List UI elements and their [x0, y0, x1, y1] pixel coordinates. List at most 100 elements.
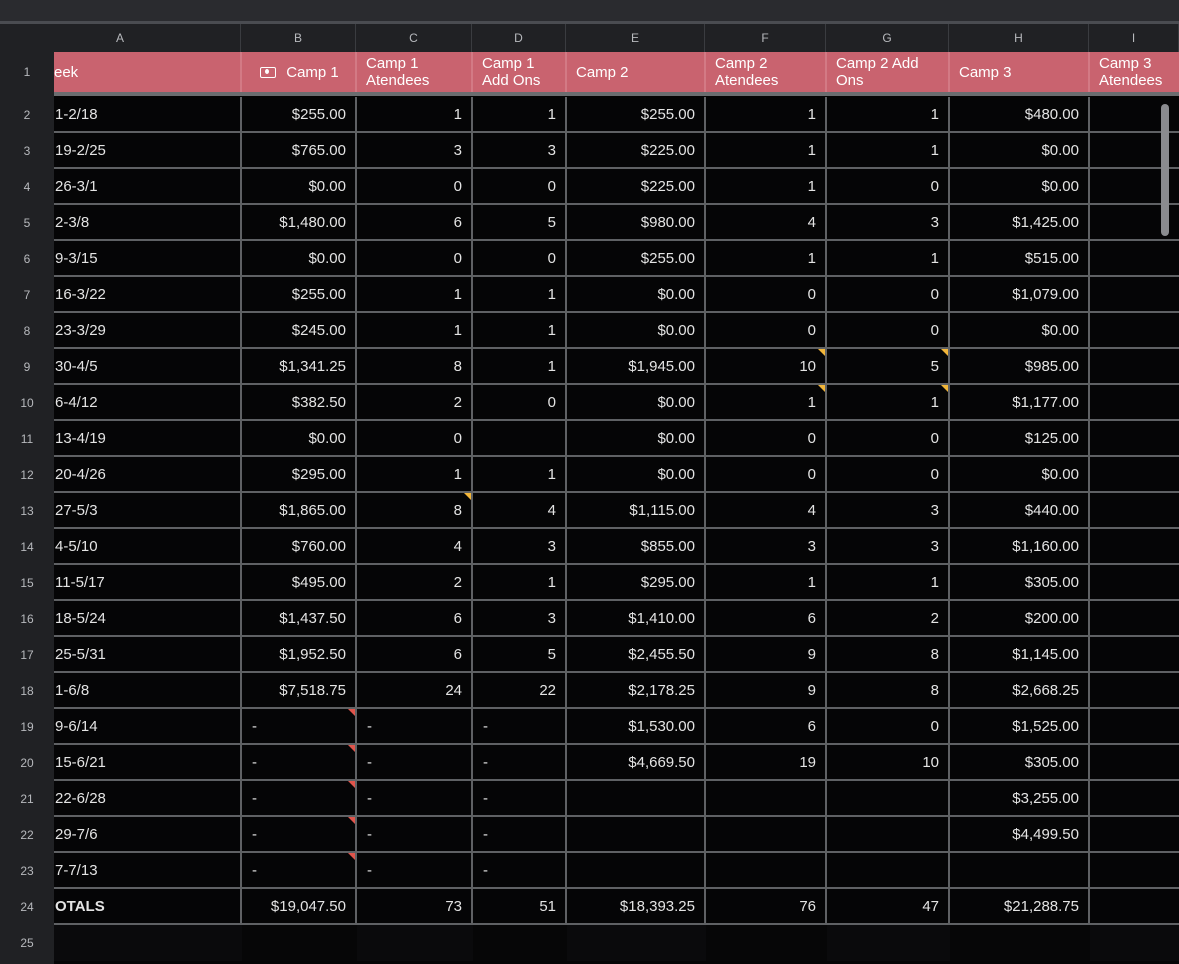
table-cell[interactable]: 1 [473, 349, 567, 385]
week-cell[interactable]: OTALS [54, 889, 242, 925]
table-cell[interactable]: 24 [357, 673, 473, 709]
table-cell[interactable]: 4 [357, 529, 473, 565]
table-cell[interactable]: 2 [827, 601, 950, 637]
week-cell[interactable]: 6-4/12 [54, 385, 242, 421]
table-cell[interactable]: $1,525.00 [950, 709, 1090, 745]
table-cell[interactable]: $200.00 [950, 601, 1090, 637]
table-cell[interactable] [473, 421, 567, 457]
row-number-19[interactable]: 19 [20, 720, 34, 734]
week-cell[interactable]: 4-5/10 [54, 529, 242, 565]
table-cell[interactable] [567, 925, 706, 961]
table-cell[interactable] [827, 853, 950, 889]
table-cell[interactable] [1090, 601, 1179, 637]
table-cell[interactable]: - [357, 817, 473, 853]
table-cell[interactable]: $0.00 [242, 421, 357, 457]
week-cell[interactable]: 26-3/1 [54, 169, 242, 205]
table-cell[interactable] [1090, 421, 1179, 457]
table-cell[interactable] [473, 925, 567, 961]
table-cell[interactable]: $255.00 [242, 277, 357, 313]
table-cell[interactable]: 0 [827, 277, 950, 313]
table-cell[interactable]: $1,865.00 [242, 493, 357, 529]
table-cell[interactable] [1090, 673, 1179, 709]
table-cell[interactable]: $1,079.00 [950, 277, 1090, 313]
table-cell[interactable]: 0 [827, 421, 950, 457]
table-cell[interactable]: - [473, 853, 567, 889]
table-cell[interactable]: 0 [473, 169, 567, 205]
table-cell[interactable]: $295.00 [242, 457, 357, 493]
table-cell[interactable]: 22 [473, 673, 567, 709]
cell-note-indicator[interactable] [818, 349, 825, 356]
table-cell[interactable]: $1,160.00 [950, 529, 1090, 565]
table-cell[interactable]: 0 [357, 421, 473, 457]
column-header-a[interactable]: A [0, 24, 241, 52]
header-cell[interactable]: eek [54, 52, 242, 92]
table-cell[interactable] [1090, 637, 1179, 673]
table-cell[interactable]: $1,952.50 [242, 637, 357, 673]
table-cell[interactable]: $440.00 [950, 493, 1090, 529]
cell-note-indicator[interactable] [348, 709, 355, 716]
table-cell[interactable]: $125.00 [950, 421, 1090, 457]
row-number-11[interactable]: 11 [20, 432, 34, 446]
row-number-4[interactable]: 4 [23, 180, 31, 194]
table-cell[interactable] [1090, 853, 1179, 889]
row-number-3[interactable]: 3 [23, 144, 31, 158]
table-cell[interactable]: 47 [827, 889, 950, 925]
table-cell[interactable] [1090, 925, 1179, 961]
table-cell[interactable]: $0.00 [567, 385, 706, 421]
table-cell[interactable]: 8 [357, 349, 473, 385]
table-cell[interactable]: 0 [827, 709, 950, 745]
table-cell[interactable]: - [473, 817, 567, 853]
table-cell[interactable]: 1 [827, 565, 950, 601]
table-cell[interactable]: 0 [473, 241, 567, 277]
row-number-5[interactable]: 5 [23, 216, 31, 230]
table-cell[interactable]: - [357, 853, 473, 889]
vertical-scrollbar[interactable] [1161, 104, 1169, 236]
table-cell[interactable]: 1 [706, 133, 827, 169]
table-cell[interactable] [1090, 493, 1179, 529]
table-cell[interactable]: 3 [473, 133, 567, 169]
table-cell[interactable] [567, 781, 706, 817]
row-number-21[interactable]: 21 [20, 792, 34, 806]
table-cell[interactable]: 1 [706, 97, 827, 133]
table-cell[interactable]: $1,425.00 [950, 205, 1090, 241]
table-cell[interactable]: - [242, 781, 357, 817]
table-cell[interactable]: $7,518.75 [242, 673, 357, 709]
table-cell[interactable]: 1 [706, 241, 827, 277]
row-number-2[interactable]: 2 [23, 108, 31, 122]
table-cell[interactable]: - [357, 745, 473, 781]
table-cell[interactable]: $225.00 [567, 133, 706, 169]
table-cell[interactable] [1090, 709, 1179, 745]
header-cell[interactable]: Camp 2 Atendees [706, 52, 827, 92]
table-cell[interactable]: 0 [706, 421, 827, 457]
table-cell[interactable]: $0.00 [567, 313, 706, 349]
week-cell[interactable]: 13-4/19 [54, 421, 242, 457]
table-cell[interactable]: $0.00 [950, 133, 1090, 169]
table-cell[interactable]: 5 [473, 637, 567, 673]
table-cell[interactable] [827, 781, 950, 817]
table-cell[interactable]: 3 [473, 601, 567, 637]
week-cell[interactable]: 11-5/17 [54, 565, 242, 601]
table-cell[interactable]: 0 [706, 277, 827, 313]
table-cell[interactable] [567, 817, 706, 853]
table-cell[interactable]: - [473, 781, 567, 817]
table-cell[interactable]: 9 [706, 637, 827, 673]
table-cell[interactable]: 3 [827, 529, 950, 565]
week-cell[interactable]: 16-3/22 [54, 277, 242, 313]
row-number-13[interactable]: 13 [20, 504, 34, 518]
row-number-25[interactable]: 25 [20, 936, 34, 950]
table-cell[interactable]: $765.00 [242, 133, 357, 169]
table-cell[interactable]: $305.00 [950, 745, 1090, 781]
cell-note-indicator[interactable] [348, 745, 355, 752]
week-cell[interactable]: 20-4/26 [54, 457, 242, 493]
column-header-h[interactable]: H [949, 24, 1089, 52]
table-cell[interactable] [706, 925, 827, 961]
table-cell[interactable] [1090, 529, 1179, 565]
table-cell[interactable]: $4,499.50 [950, 817, 1090, 853]
table-cell[interactable]: 0 [357, 169, 473, 205]
table-cell[interactable]: $1,145.00 [950, 637, 1090, 673]
table-cell[interactable]: - [357, 781, 473, 817]
cell-note-indicator[interactable] [348, 853, 355, 860]
table-cell[interactable]: $1,437.50 [242, 601, 357, 637]
table-cell[interactable]: $225.00 [567, 169, 706, 205]
week-cell[interactable]: 19-2/25 [54, 133, 242, 169]
